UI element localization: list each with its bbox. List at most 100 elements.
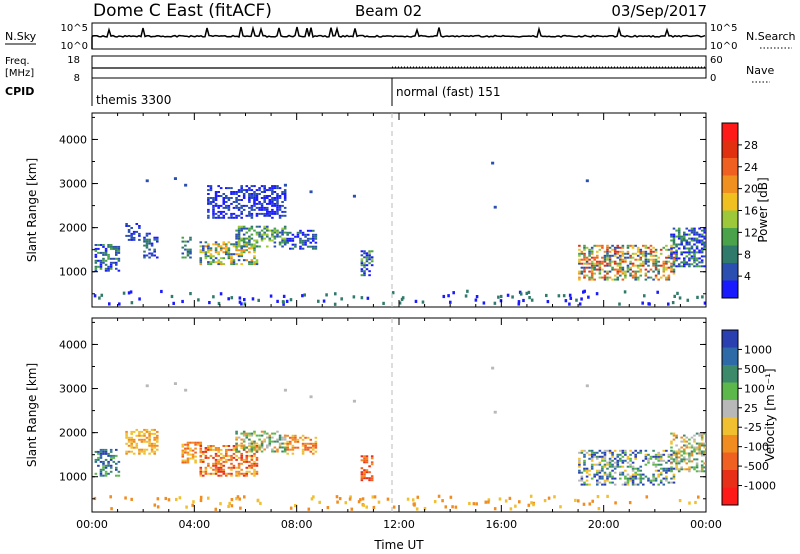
data-cell: [156, 430, 159, 433]
data-cell: [235, 474, 238, 477]
data-cell: [237, 206, 241, 209]
data-cell: [189, 449, 192, 452]
data-cell: [629, 244, 632, 247]
data-cell: [253, 430, 256, 433]
data-cell: [107, 253, 110, 256]
data-cell: [181, 453, 185, 456]
data-cell: [127, 229, 131, 231]
data-cell: [590, 248, 594, 251]
data-cell: [115, 249, 118, 252]
data-cell: [266, 212, 269, 215]
data-cell: [677, 468, 681, 471]
data-cell: [360, 479, 364, 482]
data-cell: [199, 447, 203, 450]
data-cell: [104, 450, 108, 453]
data-cell: [603, 278, 607, 281]
data-cell: [263, 185, 266, 188]
data-cell: [237, 456, 241, 459]
scatter-cell: [678, 499, 682, 503]
data-cell: [611, 254, 614, 257]
data-cell: [360, 254, 364, 257]
data-cell: [700, 442, 704, 445]
data-cell: [683, 265, 686, 268]
data-cell: [642, 260, 645, 263]
colorbar-swatch: [722, 452, 738, 471]
data-cell: [278, 446, 282, 449]
scatter-cell: [472, 502, 476, 506]
data-cell: [626, 483, 630, 486]
data-cell: [370, 475, 374, 478]
data-cell: [665, 469, 668, 472]
scatter-cell: [285, 299, 289, 303]
x-tick-labels: 00:00 04:00 08:00 12:00 16:00 20:00 00:00: [76, 518, 722, 531]
data-cell: [237, 231, 241, 234]
data-cell: [242, 227, 246, 230]
data-cell: [624, 274, 627, 277]
data-cell: [634, 272, 637, 275]
data-cell: [624, 449, 627, 452]
data-cell: [235, 241, 238, 244]
data-cell: [212, 445, 215, 447]
data-cell: [248, 460, 251, 463]
data-cell: [693, 233, 696, 236]
data-cell: [314, 446, 318, 449]
data-cell: [253, 202, 256, 205]
data-cell: [585, 262, 589, 265]
data-cell: [695, 251, 699, 254]
data-cell: [263, 233, 266, 236]
data-cell: [700, 259, 704, 262]
data-cell: [207, 247, 210, 250]
data-cell: [677, 470, 681, 473]
data-cell: [153, 450, 156, 453]
data-cell: [181, 443, 185, 446]
data-cell: [616, 264, 620, 267]
data-cell: [621, 244, 625, 247]
data-cell: [621, 246, 625, 249]
data-cell: [232, 206, 236, 209]
data-cell: [608, 473, 612, 476]
data-cell: [299, 229, 302, 232]
data-cell: [639, 270, 643, 273]
data-cell: [199, 445, 203, 447]
data-cell: [621, 252, 625, 255]
data-cell: [278, 195, 282, 197]
data-cell: [214, 191, 218, 193]
data-cell: [616, 262, 620, 265]
data-cell: [130, 444, 133, 447]
data-cell: [240, 255, 243, 258]
data-cell: [580, 483, 584, 486]
colorbar-tick-label: 8: [744, 248, 751, 261]
data-cell: [271, 231, 274, 234]
data-cell: [312, 442, 315, 445]
data-cell: [583, 254, 586, 257]
data-cell: [212, 214, 215, 217]
data-cell: [700, 438, 704, 441]
data-cell: [184, 240, 187, 243]
data-cell: [140, 434, 144, 437]
data-cell: [237, 195, 241, 197]
data-cell: [255, 199, 259, 201]
data-cell: [268, 210, 272, 213]
data-cell: [186, 441, 190, 444]
data-cell: [232, 448, 236, 451]
data-cell: [135, 442, 139, 445]
data-cell: [248, 466, 251, 469]
scatter-cell: [441, 499, 444, 503]
data-cell: [143, 428, 146, 431]
data-cell: [629, 457, 632, 460]
data-cell: [588, 457, 591, 460]
data-cell: [642, 262, 645, 265]
data-cell: [273, 432, 277, 435]
data-cell: [107, 454, 110, 457]
scatter-cell: [156, 497, 160, 501]
data-cell: [688, 237, 691, 240]
data-cell: [700, 251, 704, 254]
data-cell: [368, 477, 371, 480]
data-cell: [189, 441, 192, 444]
data-cell: [235, 466, 238, 469]
data-cell: [207, 251, 210, 254]
scatter-cell: [312, 495, 315, 499]
data-cell: [278, 241, 282, 244]
power-plot-frame: [91, 112, 707, 308]
data-cell: [248, 214, 251, 217]
